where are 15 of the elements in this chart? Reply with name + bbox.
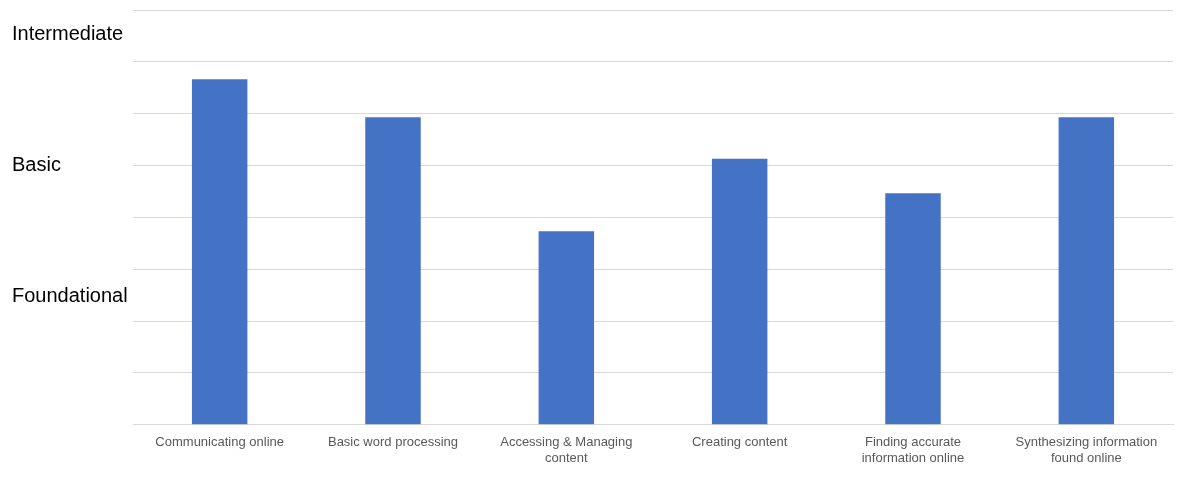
bar bbox=[365, 117, 421, 425]
x-tick-label: Accessing & Managing content bbox=[500, 434, 633, 465]
text: Intermediate bbox=[12, 22, 124, 45]
bar bbox=[885, 193, 941, 425]
bar bbox=[538, 231, 595, 425]
bar bbox=[191, 79, 248, 425]
x-tick-label: Creating content bbox=[691, 434, 788, 450]
bar bbox=[1058, 117, 1115, 425]
text: Foundational bbox=[12, 283, 128, 306]
bar bbox=[711, 158, 768, 425]
x-tick-label: Finding accurate information online bbox=[861, 434, 965, 465]
x-tick-label: Synthesizing information found online bbox=[1015, 434, 1158, 465]
x-tick-label: Communicating online bbox=[155, 434, 284, 450]
text: Basic bbox=[12, 153, 61, 176]
x-tick-label: Basic word processing bbox=[327, 434, 459, 450]
